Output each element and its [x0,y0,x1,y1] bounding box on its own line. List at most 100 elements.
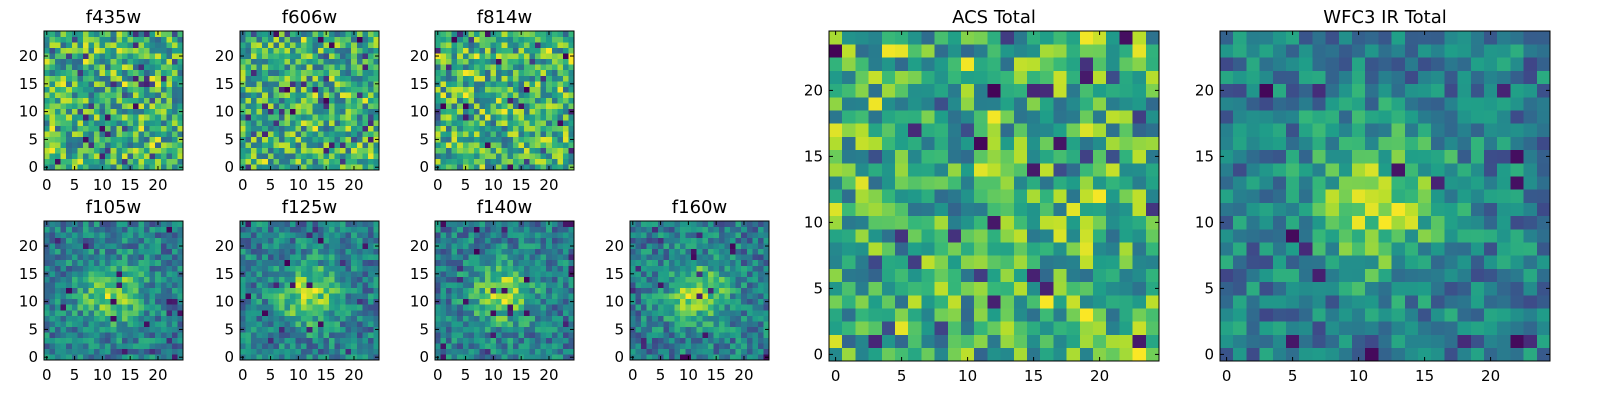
heatmap-cell [718,248,725,255]
heatmap-cell [262,142,269,149]
heatmap-cell [468,237,475,244]
heatmap-cell [306,119,313,126]
heatmap-cell [356,75,363,82]
heatmap-cell [55,315,61,322]
heatmap-cell [138,36,145,43]
heatmap-cell [551,47,558,54]
heatmap-cell [468,64,475,71]
heatmap-cell [462,103,469,110]
heatmap-cell [317,248,324,255]
heatmap-cell [121,36,128,43]
heatmap-cell [752,293,759,300]
heatmap-cell [663,221,670,227]
heatmap-cell [440,348,447,355]
heatmap-cell [691,282,698,289]
heatmap-cell [1119,163,1133,177]
heatmap-cell [94,271,100,277]
heatmap-cell [735,248,742,255]
heatmap-cell [66,47,73,54]
heatmap-cell [66,248,73,255]
heatmap-cell [562,69,569,76]
heatmap-cell [149,114,156,121]
heatmap-cell [457,248,464,255]
heatmap-cell [551,298,558,305]
heatmap-cell [144,304,150,311]
heatmap-cell [551,226,558,233]
heatmap-cell [356,119,363,126]
heatmap-cell [718,254,725,261]
heatmap-cell [121,153,128,160]
heatmap-cell [367,75,374,82]
heatmap-cell [724,315,731,322]
heatmap-cell [99,304,106,311]
heatmap-cell [49,125,56,132]
heatmap-cell [301,276,308,283]
heatmap-cell [446,276,452,283]
heatmap-cell [757,343,764,350]
heatmap-cell [451,108,458,115]
heatmap-cell [105,47,112,54]
heatmap-cell [367,142,374,149]
heatmap-cell [908,163,922,177]
heatmap-cell [278,337,285,344]
heatmap-cell [473,103,480,110]
heatmap-cell [351,343,358,350]
heatmap-cell [328,259,335,266]
heatmap-cell [44,237,50,244]
heatmap-cell [535,108,541,115]
heatmap-cell [334,147,341,154]
heatmap-cell [240,259,246,266]
heatmap-cell [557,221,564,227]
heatmap-cell [663,248,670,255]
heatmap-cell [356,315,363,322]
heatmap-cell [351,298,358,305]
heatmap-cell [245,31,252,37]
heatmap-cell [94,64,100,71]
heatmap-cell [121,265,128,272]
heatmap-cell [49,315,56,322]
heatmap-cell [373,259,380,266]
heatmap-cell [435,92,441,99]
heatmap-cell [116,271,123,277]
heatmap-cell [306,158,313,165]
heatmap-cell [267,321,274,327]
heatmap-cell [490,64,497,71]
heatmap-cell [273,276,280,283]
heatmap-cell [435,237,441,244]
heatmap-cell [529,75,536,82]
heatmap-cell [468,343,475,350]
heatmap-cell [328,125,335,132]
heatmap-cell [457,259,464,266]
heatmap-cell [345,131,352,137]
heatmap-cell [451,69,458,76]
heatmap-cell [44,158,50,165]
heatmap-cell [535,248,541,255]
heatmap-cell [557,287,564,294]
heatmap-cell [256,103,263,110]
heatmap-cell [356,332,363,339]
heatmap-cell [746,309,753,316]
heatmap-cell [551,271,558,277]
heatmap-cell [323,64,330,71]
heatmap-cell [267,136,274,143]
heatmap-cell [77,254,84,261]
heatmap-cell [110,337,117,344]
heatmap-cell [646,337,653,344]
heatmap-cell [77,164,84,171]
heatmap-cell [278,164,285,171]
heatmap-cell [657,265,664,272]
heatmap-cell [312,287,319,294]
heatmap-cell [1027,295,1041,309]
heatmap-cell [77,304,84,311]
heatmap-cell [66,31,73,37]
heatmap-cell [457,97,464,104]
heatmap-cell [641,332,647,339]
heatmap-cell [674,337,681,344]
heatmap-cell [462,321,469,327]
heatmap-cell [155,276,162,283]
heatmap-cell [934,347,949,362]
heatmap-cell [535,42,541,48]
heatmap-cell [160,81,167,87]
heatmap-cell [485,326,491,333]
heatmap-cell [55,298,61,305]
